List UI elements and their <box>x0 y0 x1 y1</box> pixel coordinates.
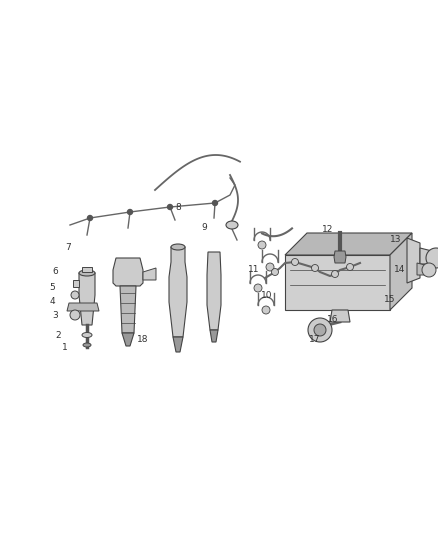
Text: 6: 6 <box>52 268 58 277</box>
Circle shape <box>426 248 438 268</box>
Text: 4: 4 <box>49 297 55 306</box>
Polygon shape <box>420 248 436 264</box>
Circle shape <box>266 263 274 271</box>
Text: 15: 15 <box>384 295 396 304</box>
Polygon shape <box>285 233 412 255</box>
Polygon shape <box>207 252 221 330</box>
Circle shape <box>346 263 353 271</box>
Text: 8: 8 <box>175 204 181 213</box>
Text: 16: 16 <box>327 316 339 325</box>
Circle shape <box>262 306 270 314</box>
Polygon shape <box>407 238 420 283</box>
Ellipse shape <box>171 244 185 250</box>
Circle shape <box>71 291 79 299</box>
Polygon shape <box>113 258 143 286</box>
Circle shape <box>127 209 133 214</box>
Polygon shape <box>330 310 350 322</box>
Polygon shape <box>334 251 346 263</box>
Polygon shape <box>285 255 390 310</box>
Circle shape <box>70 310 80 320</box>
Circle shape <box>311 264 318 271</box>
Polygon shape <box>143 268 156 280</box>
Circle shape <box>258 241 266 249</box>
Polygon shape <box>67 303 99 311</box>
Polygon shape <box>173 337 183 352</box>
Text: 3: 3 <box>52 311 58 320</box>
Text: 12: 12 <box>322 225 334 235</box>
Circle shape <box>314 324 326 336</box>
Text: 5: 5 <box>49 284 55 293</box>
Circle shape <box>254 284 262 292</box>
Polygon shape <box>390 233 412 310</box>
Circle shape <box>272 269 279 276</box>
Circle shape <box>292 259 299 265</box>
Text: 17: 17 <box>309 335 321 344</box>
Polygon shape <box>417 263 429 275</box>
Circle shape <box>332 271 339 278</box>
Polygon shape <box>79 273 95 325</box>
Polygon shape <box>82 267 92 272</box>
Circle shape <box>167 205 173 209</box>
Text: 10: 10 <box>261 290 273 300</box>
Ellipse shape <box>83 343 91 347</box>
Polygon shape <box>169 247 187 337</box>
Circle shape <box>308 318 332 342</box>
Text: 18: 18 <box>137 335 149 344</box>
Ellipse shape <box>79 270 95 276</box>
Polygon shape <box>120 286 136 333</box>
Text: 14: 14 <box>394 265 406 274</box>
Circle shape <box>422 263 436 277</box>
Circle shape <box>88 215 92 221</box>
Polygon shape <box>210 330 218 342</box>
Text: 13: 13 <box>390 236 402 245</box>
Ellipse shape <box>82 333 92 337</box>
Polygon shape <box>122 333 134 346</box>
Text: 1: 1 <box>62 343 68 352</box>
Polygon shape <box>73 280 79 287</box>
Ellipse shape <box>226 221 238 229</box>
Text: 7: 7 <box>65 244 71 253</box>
Text: 11: 11 <box>248 265 260 274</box>
Circle shape <box>212 200 218 206</box>
Text: 2: 2 <box>55 330 61 340</box>
Text: 9: 9 <box>201 223 207 232</box>
